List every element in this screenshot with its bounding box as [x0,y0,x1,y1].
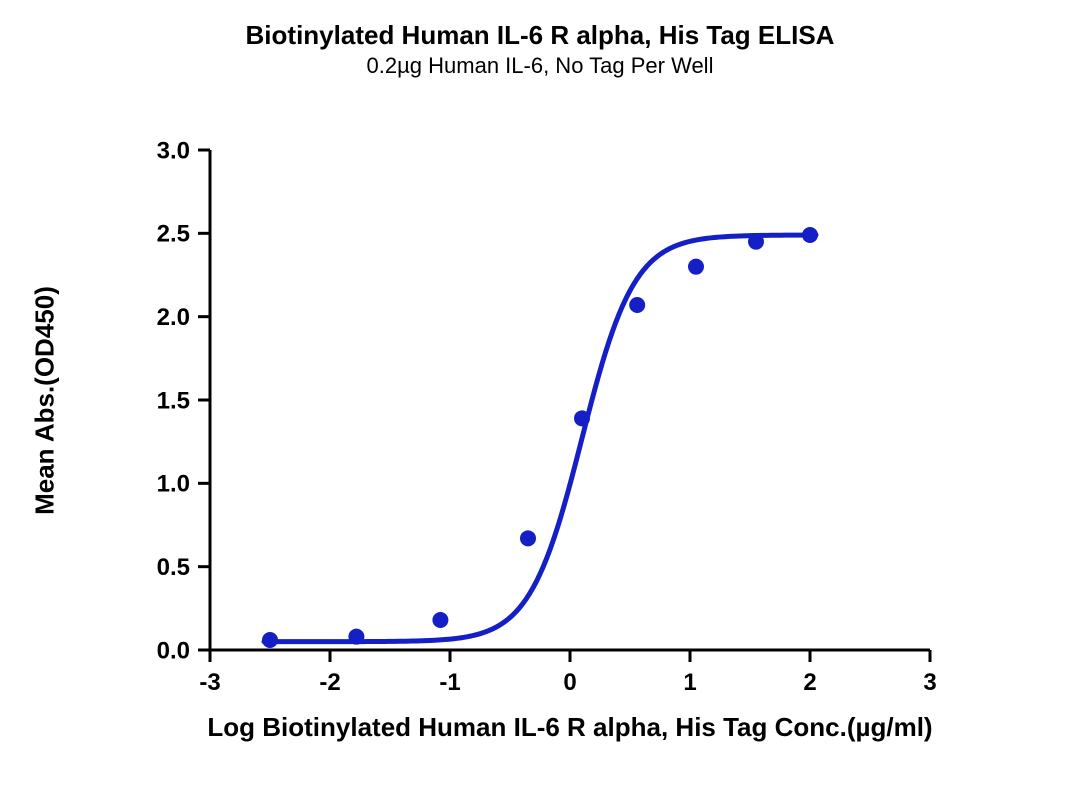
plot-svg: -3 -2 -1 0 1 2 3 0.0 0.5 1.0 1.5 2.0 2.5 3.0 [120,60,1020,740]
svg-text:1.5: 1.5 [157,387,190,414]
data-point [629,297,645,313]
data-point [432,612,448,628]
svg-text:3.0: 3.0 [157,137,190,164]
fit-curve [264,235,816,642]
svg-text:0: 0 [563,669,576,696]
data-point [688,259,704,275]
svg-text:1.0: 1.0 [157,471,190,498]
plot-area: -3 -2 -1 0 1 2 3 0.0 0.5 1.0 1.5 2.0 2.5 3.0 [120,60,1020,740]
svg-text:2.0: 2.0 [157,304,190,331]
data-point [348,629,364,645]
axes [210,150,930,650]
svg-text:2.5: 2.5 [157,221,190,248]
svg-text:3: 3 [923,669,936,696]
y-ticks: 0.0 0.5 1.0 1.5 2.0 2.5 3.0 [157,137,210,664]
svg-text:0.5: 0.5 [157,554,190,581]
chart-container: Biotinylated Human IL-6 R alpha, His Tag… [0,0,1080,812]
svg-text:0.0: 0.0 [157,637,190,664]
svg-text:1: 1 [683,669,696,696]
svg-text:2: 2 [803,669,816,696]
chart-title: Biotinylated Human IL-6 R alpha, His Tag… [0,20,1080,51]
data-point [802,227,818,243]
data-point [262,632,278,648]
svg-text:-3: -3 [199,669,220,696]
svg-text:-2: -2 [319,669,340,696]
data-point [520,530,536,546]
data-point [574,410,590,426]
y-axis-label: Mean Abs.(OD450) [30,251,61,551]
svg-text:-1: -1 [439,669,460,696]
x-ticks: -3 -2 -1 0 1 2 3 [199,650,936,696]
data-point [748,234,764,250]
data-markers [262,227,818,648]
